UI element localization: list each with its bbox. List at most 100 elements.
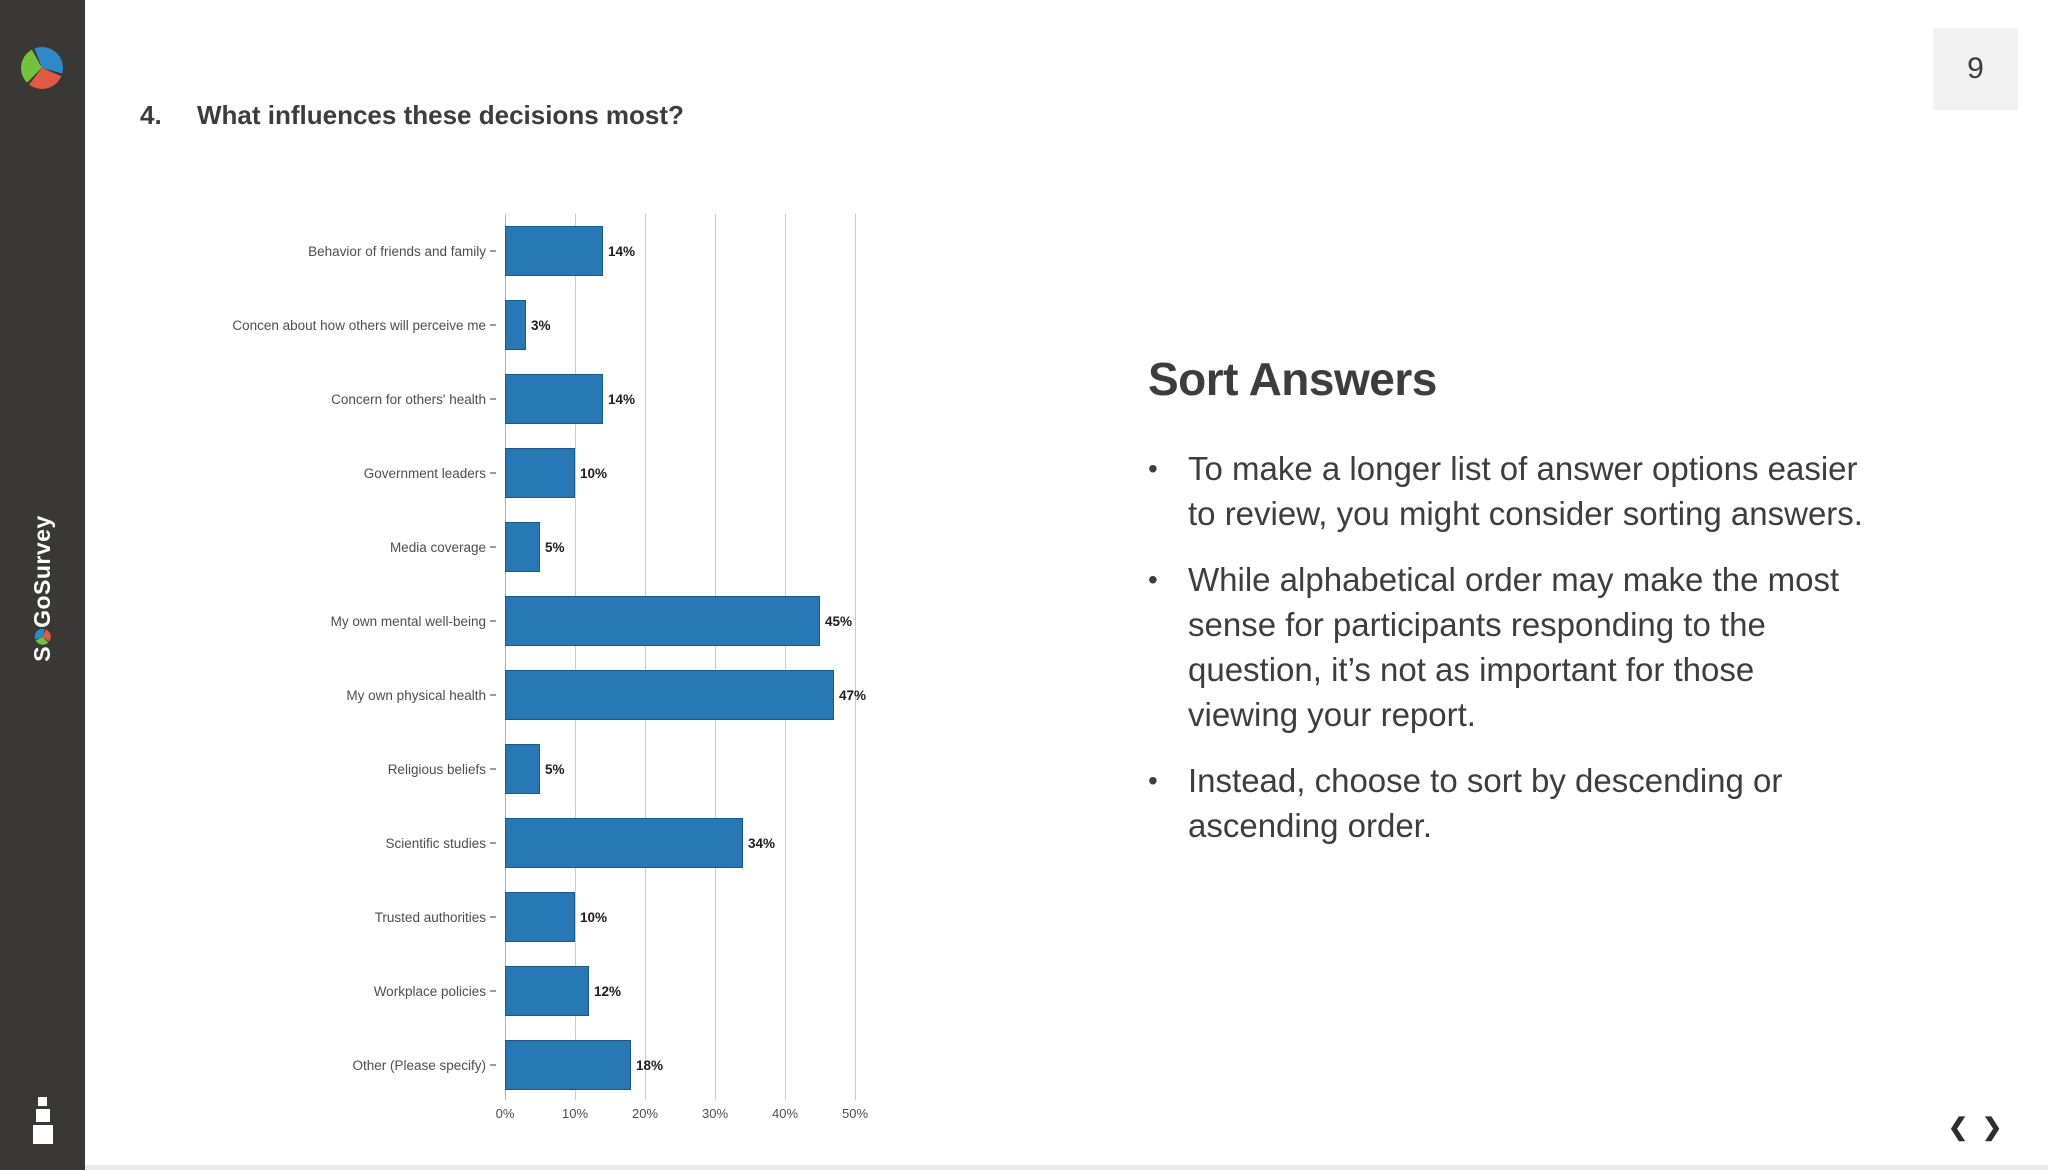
bullet-dot-icon: •	[1148, 564, 1158, 595]
bar-value-label: 45%	[825, 613, 853, 629]
sidebar: S GoSurvey	[0, 0, 85, 1170]
slide-heading: Sort Answers	[1148, 353, 1437, 405]
chart-row: My own mental well-being 45%	[146, 584, 866, 658]
bar-value-label: 10%	[580, 909, 608, 925]
bar	[505, 1040, 631, 1090]
bullet-item: • Instead, choose to sort by descending o…	[1148, 758, 1948, 848]
bar	[505, 892, 575, 942]
stacked-squares-menu-icon[interactable]	[0, 1094, 85, 1144]
chart-row: Government leaders 10%	[146, 436, 866, 510]
bullet-dot-icon: •	[1148, 453, 1158, 484]
chart-row: Scientific studies 34%	[146, 806, 866, 880]
bar	[505, 966, 589, 1016]
category-label: My own physical health	[346, 687, 486, 703]
page-number-box: 9	[1933, 28, 2018, 110]
bar	[505, 818, 743, 868]
bullet-text: Instead, choose to sort by descending or…	[1188, 762, 1783, 844]
x-axis-tick-label: 50%	[841, 1106, 869, 1121]
bar-value-label: 5%	[545, 761, 565, 777]
category-tick	[490, 620, 496, 622]
bottom-edge-divider	[85, 1165, 2048, 1170]
category-tick	[490, 694, 496, 696]
category-label: Other (Please specify)	[352, 1057, 486, 1073]
bullet-item: • To make a longer list of answer options…	[1148, 446, 1948, 536]
chart-grid	[505, 214, 861, 1100]
category-tick	[490, 842, 496, 844]
category-label: Concern for others' health	[331, 391, 486, 407]
category-tick	[490, 324, 496, 326]
bar-value-label: 18%	[636, 1057, 664, 1073]
question-number: 4.	[140, 100, 162, 130]
chart-row: Behavior of friends and family 14%	[146, 214, 866, 288]
slide-navigation: ❮ ❯	[1948, 1108, 2002, 1148]
category-tick	[490, 546, 496, 548]
bullet-text: To make a longer list of answer options …	[1188, 450, 1863, 532]
bar-value-label: 10%	[580, 465, 608, 481]
x-axis-tick-label: 0%	[495, 1106, 515, 1121]
bar-value-label: 14%	[608, 391, 636, 407]
category-label: Media coverage	[389, 539, 486, 555]
chart-gridline	[855, 214, 856, 1100]
bar-value-label: 12%	[594, 983, 622, 999]
chart-gridline	[785, 214, 786, 1100]
bar	[505, 522, 540, 572]
chart-row: Concern for others' health 14%	[146, 362, 866, 436]
brand-vertical-wordmark: S GoSurvey	[0, 468, 85, 708]
category-label: Scientific studies	[385, 835, 486, 851]
chart-row: Other (Please specify) 18%	[146, 1028, 866, 1102]
chart-row: Concen about how others will perceive me…	[146, 288, 866, 362]
chart-gridline	[645, 214, 646, 1100]
category-label: Concen about how others will perceive me	[232, 317, 486, 333]
bar	[505, 670, 834, 720]
category-tick	[490, 768, 496, 770]
bullet-list: • To make a longer list of answer options…	[1148, 446, 1948, 869]
category-label: Trusted authorities	[374, 909, 486, 925]
square-large	[32, 1125, 53, 1144]
bar-value-label: 3%	[531, 317, 551, 333]
category-label: Religious beliefs	[387, 761, 486, 777]
category-tick	[490, 398, 496, 400]
category-label: Government leaders	[363, 465, 486, 481]
chart-row: Religious beliefs 5%	[146, 732, 866, 806]
bar	[505, 374, 603, 424]
next-slide-arrow-icon[interactable]: ❯	[1982, 1114, 2003, 1141]
chart-gridline	[505, 214, 506, 1100]
bar-value-label: 14%	[608, 243, 636, 259]
bar-value-label: 34%	[748, 835, 776, 851]
bullet-item: • While alphabetical order may make the m…	[1148, 557, 1948, 737]
category-label: Behavior of friends and family	[308, 243, 486, 259]
category-tick	[490, 916, 496, 918]
bar-value-label: 5%	[545, 539, 565, 555]
bar	[505, 744, 540, 794]
prev-slide-arrow-icon[interactable]: ❮	[1948, 1114, 1969, 1141]
square-medium	[35, 1109, 50, 1122]
bar	[505, 596, 820, 646]
bar	[505, 226, 603, 276]
chart-row: Trusted authorities 10%	[146, 880, 866, 954]
x-axis-tick-label: 30%	[701, 1106, 729, 1121]
bullet-text: While alphabetical order may make the mo…	[1188, 561, 1840, 733]
x-axis-tick-label: 20%	[631, 1106, 659, 1121]
chart-row: My own physical health 47%	[146, 658, 866, 732]
x-axis-tick-label: 10%	[561, 1106, 589, 1121]
page-number: 9	[1967, 52, 1984, 85]
chart-gridline	[575, 214, 576, 1100]
brand-pie-icon	[34, 628, 51, 645]
bar	[505, 300, 526, 350]
category-label: My own mental well-being	[330, 613, 486, 629]
bar-value-label: 47%	[839, 687, 867, 703]
brand-gosurvey: GoSurvey	[29, 514, 55, 628]
bullet-dot-icon: •	[1148, 765, 1158, 796]
chart-row: Workplace policies 12%	[146, 954, 866, 1028]
sogosurvey-pie-logo-icon	[21, 47, 63, 89]
question-title: What influences these decisions most?	[197, 100, 684, 130]
chart-rows: Behavior of friends and family 14% Concen …	[146, 214, 866, 1102]
chart-row: Media coverage 5%	[146, 510, 866, 584]
category-label: Workplace policies	[373, 983, 486, 999]
category-tick	[490, 250, 496, 252]
chart-gridline	[715, 214, 716, 1100]
bar	[505, 448, 575, 498]
category-tick	[490, 1064, 496, 1066]
category-tick	[490, 472, 496, 474]
